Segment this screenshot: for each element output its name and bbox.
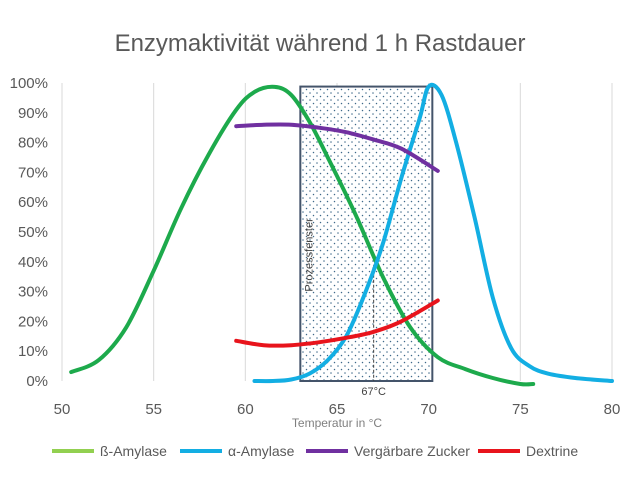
series-layer	[69, 82, 614, 387]
y-tick-label-6: 60%	[18, 194, 48, 211]
x-tick-label-1: 55	[145, 401, 162, 418]
series-line-2	[234, 122, 440, 173]
y-tick-label-8: 80%	[18, 135, 48, 152]
legend-label-2: Vergärbare Zucker	[354, 443, 470, 459]
y-tick-label-9: 90%	[18, 105, 48, 122]
y-tick-label-2: 20%	[18, 313, 48, 330]
process-window	[299, 85, 434, 383]
x-axis-label: Temperatur in °C	[292, 416, 382, 430]
axis-layer: 0% 10% 20% 30% 40% 50% 60% 70% 80% 90% 100% 50 55 60 6…	[10, 75, 621, 418]
y-tick-label-3: 30%	[18, 284, 48, 301]
x-tick-label-0: 50	[54, 401, 71, 418]
x-tick-label-5: 75	[512, 401, 529, 418]
x-tick-label-6: 80	[604, 401, 621, 418]
y-tick-label-7: 70%	[18, 164, 48, 181]
chart-title: Enzymaktivität während 1 h Rastdauer	[115, 30, 526, 57]
x-tick-label-4: 70	[420, 401, 437, 418]
y-tick-label-4: 40%	[18, 254, 48, 271]
y-tick-label-1: 10%	[18, 343, 48, 360]
legend: ß-Amylase α-Amylase Vergärbare Zucker Dextr…	[52, 443, 578, 459]
x-tick-label-3: 65	[329, 401, 346, 418]
series-line-1	[252, 82, 614, 384]
process-window-label: Prozessfenster	[303, 218, 315, 292]
marker-label: 67°C	[361, 386, 386, 398]
legend-label-3: Dextrine	[526, 443, 578, 459]
y-tick-label-10: 100%	[10, 75, 48, 92]
series-line-0	[69, 84, 536, 387]
y-tick-label-5: 50%	[18, 224, 48, 241]
y-tick-label-0: 0%	[26, 373, 48, 390]
legend-label-0: ß-Amylase	[100, 443, 167, 459]
series-line-3	[234, 298, 440, 348]
x-tick-label-2: 60	[237, 401, 254, 418]
legend-label-1: α-Amylase	[228, 443, 295, 459]
